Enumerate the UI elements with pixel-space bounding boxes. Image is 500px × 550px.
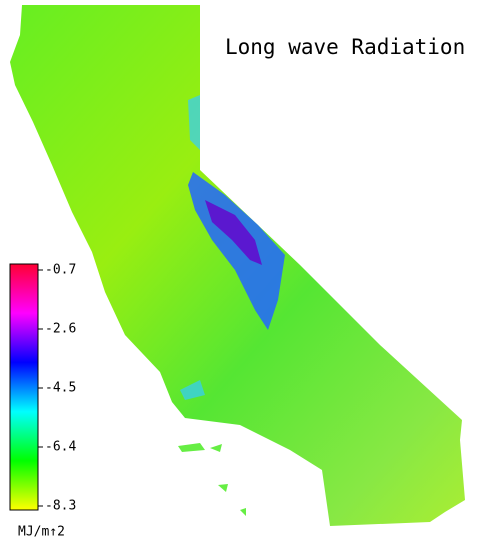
sierra-peaks [205, 200, 262, 265]
colorbar-tick-label: -6.4 [45, 440, 76, 455]
colorbar-tick-label: -4.5 [45, 381, 76, 396]
colorbar-tick-label: -8.3 [45, 499, 76, 514]
colorbar [9, 263, 39, 511]
map-title: Long wave Radiation [225, 35, 465, 59]
colorbar-tick-label: -0.7 [45, 263, 76, 278]
islands [178, 443, 246, 516]
colorbar-unit: MJ/m↑2 [18, 525, 65, 540]
colorbar-tick-label: -2.6 [45, 322, 76, 337]
